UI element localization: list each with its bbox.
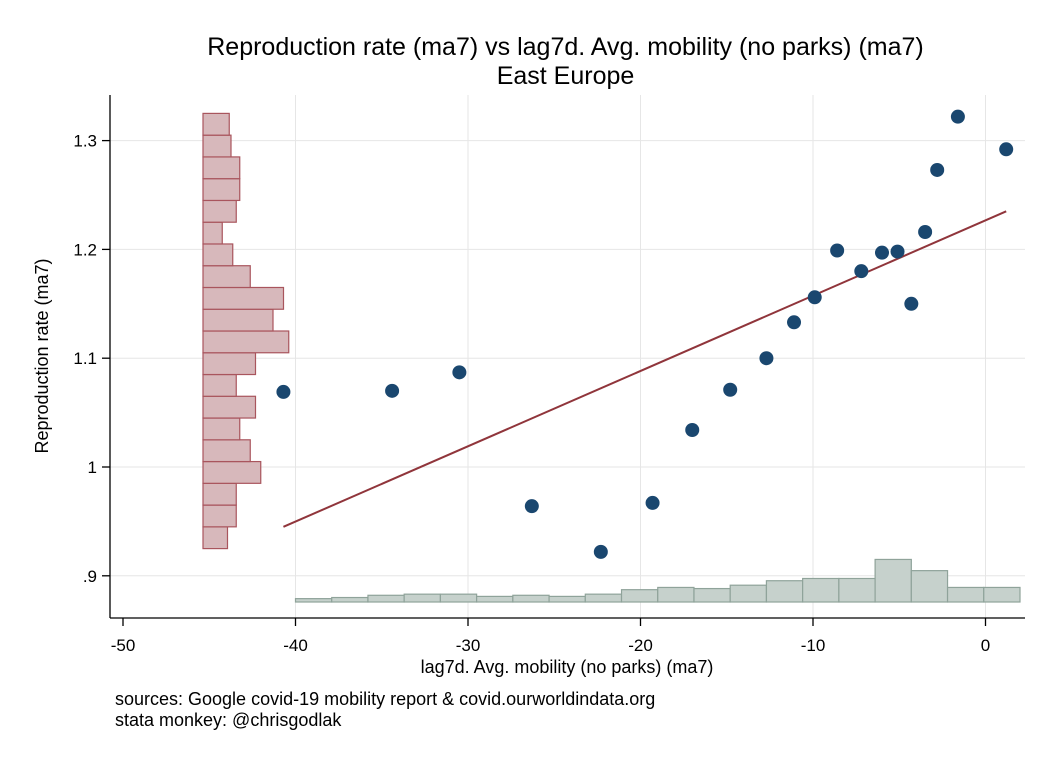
x-histogram-bar	[548, 595, 586, 603]
x-histogram-bar	[983, 586, 1021, 603]
y-histogram-bar	[202, 504, 237, 528]
x-histogram-bar	[802, 577, 840, 603]
x-tick-label: -20	[628, 636, 653, 655]
author-note: stata monkey: @chrisgodlak	[115, 710, 342, 730]
x-tick-label: 0	[981, 636, 990, 655]
y-tick-label: 1.3	[73, 132, 97, 151]
scatter-point	[787, 315, 802, 330]
x-histogram-bar	[403, 593, 441, 603]
x-histogram-bar	[693, 587, 731, 603]
y-tick-label: 1	[88, 458, 97, 477]
y-histogram-bar	[202, 417, 241, 441]
y-histogram-bar	[202, 330, 290, 354]
y-histogram-bar	[202, 352, 257, 376]
y-histogram-bar	[202, 482, 237, 506]
x-histogram-bar	[476, 595, 514, 603]
y-histogram-bar	[202, 199, 237, 223]
x-histogram-bar	[838, 577, 876, 603]
scatter-point	[759, 351, 774, 366]
chart-subtitle: East Europe	[496, 62, 635, 90]
scatter-point	[723, 382, 738, 397]
x-histogram-bar	[657, 586, 695, 603]
scatter-point	[904, 296, 919, 311]
y-histogram-bar	[202, 221, 223, 245]
y-histogram-bar	[202, 395, 257, 419]
x-tick-label: -10	[801, 636, 826, 655]
y-histogram-bar	[202, 265, 251, 289]
x-histogram-bar	[439, 593, 478, 603]
scatter-point	[918, 224, 933, 239]
x-histogram-bar	[910, 570, 949, 603]
scatter-point	[593, 544, 608, 559]
y-histogram-bar	[202, 112, 230, 136]
scatter-point	[890, 244, 905, 259]
scatter-point	[875, 245, 889, 260]
axes: -50 -40 -30 -20 -10 0 .9 1 1.1 1.2 1.3	[73, 95, 1025, 655]
chart-title: Reproduction rate (ma7) vs lag7d. Avg. m…	[207, 33, 924, 61]
y-histogram	[202, 112, 290, 550]
y-histogram-bar	[202, 178, 241, 202]
x-histogram-bar	[331, 596, 369, 603]
scatter-point	[950, 109, 965, 124]
x-histogram-bar	[946, 586, 985, 603]
scatter-point	[524, 499, 539, 514]
source-note: sources: Google covid-19 mobility report…	[115, 689, 656, 709]
scatter-point	[685, 423, 700, 438]
y-axis-label: Reproduction rate (ma7)	[32, 258, 52, 453]
y-histogram-bar	[202, 243, 234, 267]
scatter-point	[276, 384, 291, 399]
x-histogram-bar	[584, 593, 623, 603]
scatter-point	[999, 142, 1014, 157]
x-histogram	[294, 558, 1021, 603]
x-histogram-bar	[620, 589, 659, 603]
scatter-point	[452, 365, 467, 380]
scatter-point	[930, 162, 945, 177]
scatter-point	[807, 290, 822, 305]
scatter-point	[830, 243, 845, 258]
x-tick-label: -40	[283, 636, 308, 655]
x-tick-label: -50	[111, 636, 136, 655]
y-histogram-bar	[202, 526, 229, 550]
x-axis-label: lag7d. Avg. mobility (no parks) (ma7)	[421, 657, 714, 677]
x-histogram-bar	[367, 594, 405, 603]
fit-line	[283, 210, 1007, 528]
y-histogram-bar	[202, 308, 274, 332]
scatter-points	[276, 109, 1014, 559]
scatter-point	[854, 264, 869, 279]
y-histogram-bar	[202, 460, 262, 484]
x-histogram-bar	[294, 598, 333, 603]
fit-line-group	[283, 210, 1007, 528]
y-histogram-bar	[202, 156, 241, 180]
scatter-point	[645, 495, 660, 510]
y-tick-label: 1.1	[73, 349, 97, 368]
x-histogram-bar	[765, 580, 804, 603]
scatter-point	[385, 383, 400, 398]
y-histogram-bar	[202, 439, 251, 463]
y-tick-label: .9	[83, 567, 97, 586]
y-histogram-bar	[202, 373, 237, 397]
x-histogram-bar	[874, 558, 912, 603]
y-tick-label: 1.2	[73, 240, 97, 259]
grid-lines	[110, 95, 1025, 618]
x-tick-label: -30	[456, 636, 481, 655]
x-histogram-bar	[512, 594, 550, 603]
y-histogram-bar	[202, 286, 285, 310]
x-histogram-bar	[729, 584, 768, 603]
y-histogram-bar	[202, 134, 232, 158]
